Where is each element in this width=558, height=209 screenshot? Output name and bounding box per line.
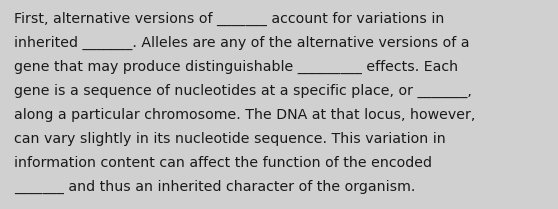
Text: information content can affect the function of the encoded: information content can affect the funct… — [14, 156, 432, 170]
Text: gene that may produce distinguishable _________ effects. Each: gene that may produce distinguishable __… — [14, 60, 458, 74]
Text: _______ and thus an inherited character of the organism.: _______ and thus an inherited character … — [14, 180, 415, 194]
Text: First, alternative versions of _______ account for variations in: First, alternative versions of _______ a… — [14, 12, 444, 26]
Text: along a particular chromosome. The DNA at that locus, however,: along a particular chromosome. The DNA a… — [14, 108, 475, 122]
Text: inherited _______. Alleles are any of the alternative versions of a: inherited _______. Alleles are any of th… — [14, 36, 469, 50]
Text: gene is a sequence of nucleotides at a specific place, or _______,: gene is a sequence of nucleotides at a s… — [14, 84, 472, 98]
Text: can vary slightly in its nucleotide sequence. This variation in: can vary slightly in its nucleotide sequ… — [14, 132, 446, 146]
